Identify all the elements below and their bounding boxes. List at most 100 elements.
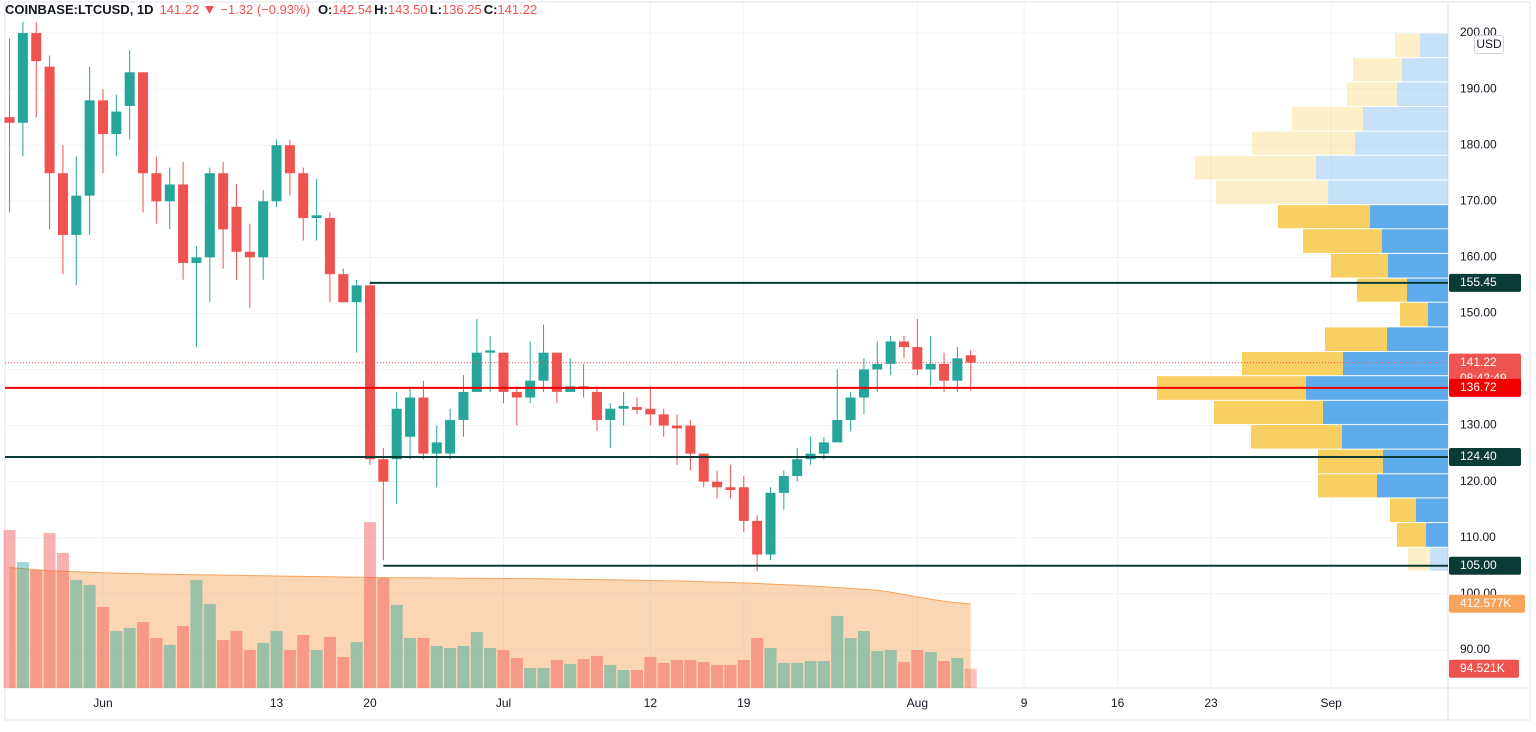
candle-body: [912, 347, 923, 370]
candle-body: [164, 184, 175, 202]
candle-body: [204, 173, 215, 258]
candle-body: [525, 380, 536, 398]
volume-ma-area: [9, 567, 971, 688]
volume-ma-label: 412.577K: [1460, 596, 1511, 610]
volume-bar: [951, 658, 964, 688]
volume-bar: [470, 632, 483, 688]
profile-down: [1318, 474, 1377, 498]
candle-body: [591, 391, 602, 420]
volume-bar: [897, 662, 910, 688]
profile-up: [1342, 424, 1448, 449]
candle-body: [965, 355, 976, 363]
volume-ma-chip: [1449, 594, 1525, 613]
candle-body: [324, 218, 335, 275]
volume-bar: [964, 668, 977, 688]
currency-button[interactable]: USD: [1474, 35, 1504, 54]
profile-up: [1377, 474, 1448, 498]
volume-bar: [671, 660, 684, 688]
volume-bar: [644, 656, 657, 688]
volume-bar: [110, 631, 123, 688]
volume-bar: [604, 664, 617, 688]
candle-body: [885, 341, 896, 364]
candle-body: [551, 352, 562, 392]
candle-body: [44, 66, 55, 174]
candle-body: [445, 419, 456, 454]
candle-body: [565, 386, 576, 392]
volume-bar: [724, 664, 737, 688]
volume-bar: [484, 648, 497, 688]
candle-body: [471, 352, 482, 392]
candle-body: [858, 369, 869, 398]
y-tick-label: 130.00: [1460, 418, 1497, 432]
x-tick-label: Aug: [907, 696, 928, 710]
profile-down: [1395, 33, 1420, 58]
candle-body: [431, 442, 442, 454]
profile-up: [1316, 155, 1448, 180]
volume-bar: [390, 604, 403, 688]
volume-bar: [777, 662, 790, 688]
candle-body: [765, 492, 776, 555]
volume-bar: [577, 659, 590, 688]
volume-bar: [203, 603, 216, 688]
profile-up: [1420, 33, 1448, 58]
level-label: 155.45: [1460, 275, 1497, 289]
y-tick-label: 160.00: [1460, 250, 1497, 264]
candle-body: [952, 358, 963, 381]
candle-body: [258, 201, 269, 258]
volume-bar: [684, 660, 697, 688]
x-tick-label: 19: [737, 696, 751, 710]
profile-down: [1390, 498, 1416, 523]
volume-bar: [564, 663, 577, 688]
candle-body: [832, 419, 843, 443]
candle-body: [378, 459, 389, 482]
candle-body: [298, 173, 309, 219]
price-change: −1.32 (−0.93%): [220, 2, 310, 17]
candle-body: [605, 408, 616, 420]
volume-ma-line: [9, 567, 971, 605]
profile-down: [1214, 400, 1323, 424]
candle-body: [485, 350, 496, 353]
volume-bar: [617, 670, 630, 688]
candle-body: [284, 145, 295, 174]
profile-up: [1388, 253, 1448, 278]
candle-body: [71, 195, 82, 235]
volume-bar: [150, 638, 163, 688]
candle-body: [939, 363, 950, 381]
candle-body: [725, 487, 736, 491]
candle-body: [351, 285, 362, 303]
profile-down: [1292, 106, 1363, 131]
level-label: 136.72: [1460, 380, 1497, 394]
profile-up: [1407, 278, 1448, 302]
candle-body: [658, 414, 669, 426]
profile-down: [1353, 58, 1402, 82]
candle-body: [271, 145, 282, 202]
volume-bar: [938, 661, 951, 688]
volume-profile: [1157, 33, 1448, 571]
volume-bar: [831, 615, 844, 688]
profile-down: [1318, 449, 1383, 474]
volume-bar: [524, 668, 537, 688]
volume-bar: [457, 645, 470, 688]
volume-bar: [857, 631, 870, 688]
ohlc-value: 141.22: [497, 2, 538, 17]
profile-down: [1397, 523, 1426, 547]
candle-body: [498, 352, 509, 392]
level-chip: [1449, 273, 1521, 292]
volume-bar: [270, 631, 283, 688]
y-tick-label: 90.00: [1460, 642, 1490, 656]
candle-body: [685, 425, 696, 454]
candle-body: [4, 117, 15, 123]
volume-bar: [83, 584, 96, 688]
volume-bar: [404, 638, 417, 688]
volume-bar: [844, 638, 857, 688]
candle-body: [738, 487, 749, 521]
profile-down: [1216, 180, 1328, 205]
volume-bar: [884, 650, 897, 688]
candle-body: [218, 173, 229, 230]
volume-bar: [243, 650, 256, 688]
candle-body: [418, 397, 429, 454]
candle-body: [872, 363, 883, 370]
volume-bar: [711, 664, 724, 688]
volume-bar: [257, 642, 270, 688]
